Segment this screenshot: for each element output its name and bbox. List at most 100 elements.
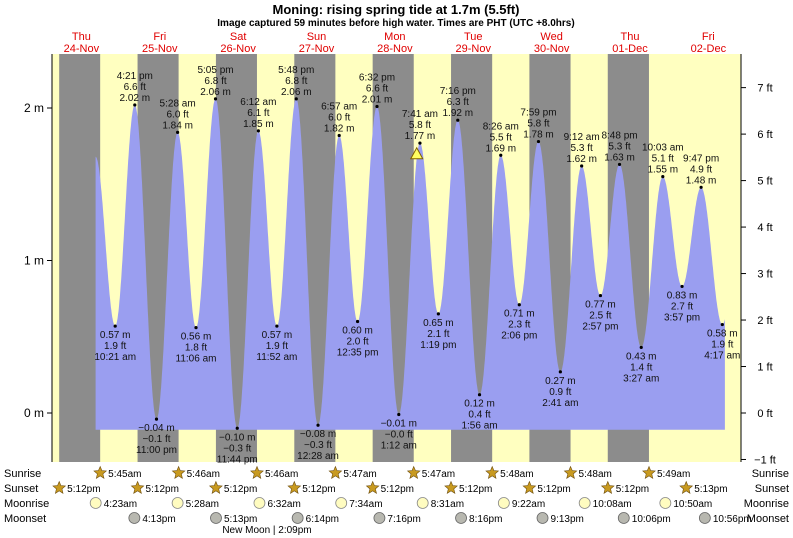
row-label-left-moonset: Moonset <box>4 513 46 525</box>
tide-point <box>176 130 180 134</box>
sunset-time: 5:12pm <box>537 484 570 495</box>
tide-time: 1:56 am <box>461 421 497 432</box>
sunset-time: 5:12pm <box>616 484 649 495</box>
y-axis-left: 2 m 1 m 0 m <box>24 54 53 462</box>
moonrise-icon <box>578 497 591 509</box>
row-label-left-moonrise: Moonrise <box>4 498 49 510</box>
tide-feet: 2.7 ft <box>671 301 693 312</box>
tide-meters: 0.57 m <box>100 330 131 341</box>
tide-time: 9:47 pm <box>683 153 719 164</box>
moonset-time: 10:56pm <box>713 514 752 525</box>
tide-point <box>154 417 159 421</box>
tide-point <box>558 370 562 374</box>
tide-point <box>213 97 218 101</box>
day-label-dow: Mon <box>384 31 405 43</box>
sunrise-time: 5:47am <box>343 469 376 480</box>
tide-meters: −0.01 m <box>381 419 417 430</box>
tide-meters: 0.71 m <box>504 309 535 320</box>
tide-meters: 0.27 m <box>545 376 576 387</box>
sunrise-icon <box>406 465 421 479</box>
tide-point <box>456 118 460 122</box>
tide-meters: 0.83 m <box>667 290 698 301</box>
tide-time: 8:48 pm <box>601 130 637 141</box>
tide-time: 5:48 pm <box>278 65 314 76</box>
sunrise-icon <box>328 465 343 479</box>
tide-feet: 5.1 ft <box>652 154 674 165</box>
tide-meters: 0.58 m <box>707 329 738 340</box>
tide-time: 6:32 pm <box>359 72 395 83</box>
day-label-date: 27-Nov <box>299 43 335 55</box>
tide-point <box>436 312 440 316</box>
tide-feet: 6.6 ft <box>366 83 388 94</box>
y-tick-label-right: 0 ft <box>757 408 772 420</box>
moonset-icon <box>617 512 630 524</box>
day-label-date: 29-Nov <box>456 43 492 55</box>
moonrise-time: 7:34am <box>349 499 382 510</box>
tide-point <box>418 141 422 145</box>
tide-point <box>337 133 341 138</box>
day-label-dow: Wed <box>540 31 562 43</box>
tide-point <box>355 319 360 324</box>
day-label-dow: Tue <box>464 31 483 43</box>
y-tick-label-left: 1 m <box>24 254 44 268</box>
y-tick-label-right: −1 ft <box>754 454 776 466</box>
astronomy-rows: Sunrise Sunrise Sunset Sunset Moonrise Moonri… <box>4 465 789 536</box>
tide-feet: 5.8 ft <box>527 119 549 130</box>
y-tick-label-right: 7 ft <box>757 83 772 95</box>
moonrise-time: 10:50am <box>673 499 712 510</box>
daylight-band <box>52 54 60 462</box>
moonset-icon <box>128 512 141 524</box>
tide-meters: 0.65 m <box>423 318 454 329</box>
tide-feet: 5.3 ft <box>608 141 630 152</box>
sunset-time: 5:13pm <box>694 484 727 495</box>
tide-point <box>598 293 603 298</box>
tide-time: 9:12 am <box>564 132 600 143</box>
day-label-dow: Fri <box>702 31 715 43</box>
tide-point <box>375 104 379 109</box>
tide-feet: 5.3 ft <box>571 143 593 154</box>
tide-feet: −0.3 ft <box>304 440 332 451</box>
day-label-dow: Thu <box>620 31 639 43</box>
tide-meters: 0.12 m <box>464 399 495 410</box>
day-labels: Thu24-NovFri25-NovSat26-NovSun27-NovMon2… <box>64 31 727 55</box>
sunrise-time: 5:48am <box>500 469 533 480</box>
tide-point <box>477 393 482 397</box>
day-label-date: 25-Nov <box>142 43 178 55</box>
moonrise-icon <box>416 497 429 509</box>
tide-feet: 6.1 ft <box>247 108 269 119</box>
moonrise-time: 10:08am <box>593 499 632 510</box>
tide-time: 5:28 am <box>160 98 196 109</box>
day-label-date: 28-Nov <box>377 43 413 55</box>
tide-meters: 1.77 m <box>405 131 436 142</box>
tide-curve <box>95 98 725 430</box>
tide-meters: 2.06 m <box>200 87 231 98</box>
moonset-time: 7:16pm <box>387 514 420 525</box>
sunset-time: 5:12pm <box>146 484 179 495</box>
row-label-right-moonrise: Moonrise <box>744 498 789 510</box>
tide-point <box>133 103 137 107</box>
tide-time: 1:19 pm <box>420 340 456 351</box>
sunrise-icon <box>250 465 264 479</box>
row-label-right-sunrise: Sunrise <box>752 468 789 480</box>
tide-point <box>517 303 521 307</box>
tide-feet: 1.9 ft <box>104 341 126 352</box>
tide-point <box>680 284 684 289</box>
tide-feet: 6.8 ft <box>285 76 307 87</box>
tide-time: 12:35 pm <box>337 348 379 359</box>
moonset-time: 8:16pm <box>469 514 502 525</box>
tide-meters: 1.55 m <box>648 165 679 176</box>
y-tick-label-right: 3 ft <box>757 269 772 281</box>
sunrise-time: 5:47am <box>422 469 455 480</box>
tide-feet: 1.9 ft <box>266 341 288 352</box>
tide-feet: 4.9 ft <box>690 164 712 175</box>
tide-feet: −0.3 ft <box>223 443 251 454</box>
tide-feet: 2.1 ft <box>427 329 449 340</box>
moonrise-icon <box>89 497 102 509</box>
tide-meters: 0.43 m <box>626 351 657 362</box>
tide-feet: 2.0 ft <box>346 337 368 348</box>
tide-meters: 0.77 m <box>585 300 616 311</box>
y-tick-label-right: 5 ft <box>757 176 772 188</box>
sunrise-time: 5:46am <box>187 469 220 480</box>
